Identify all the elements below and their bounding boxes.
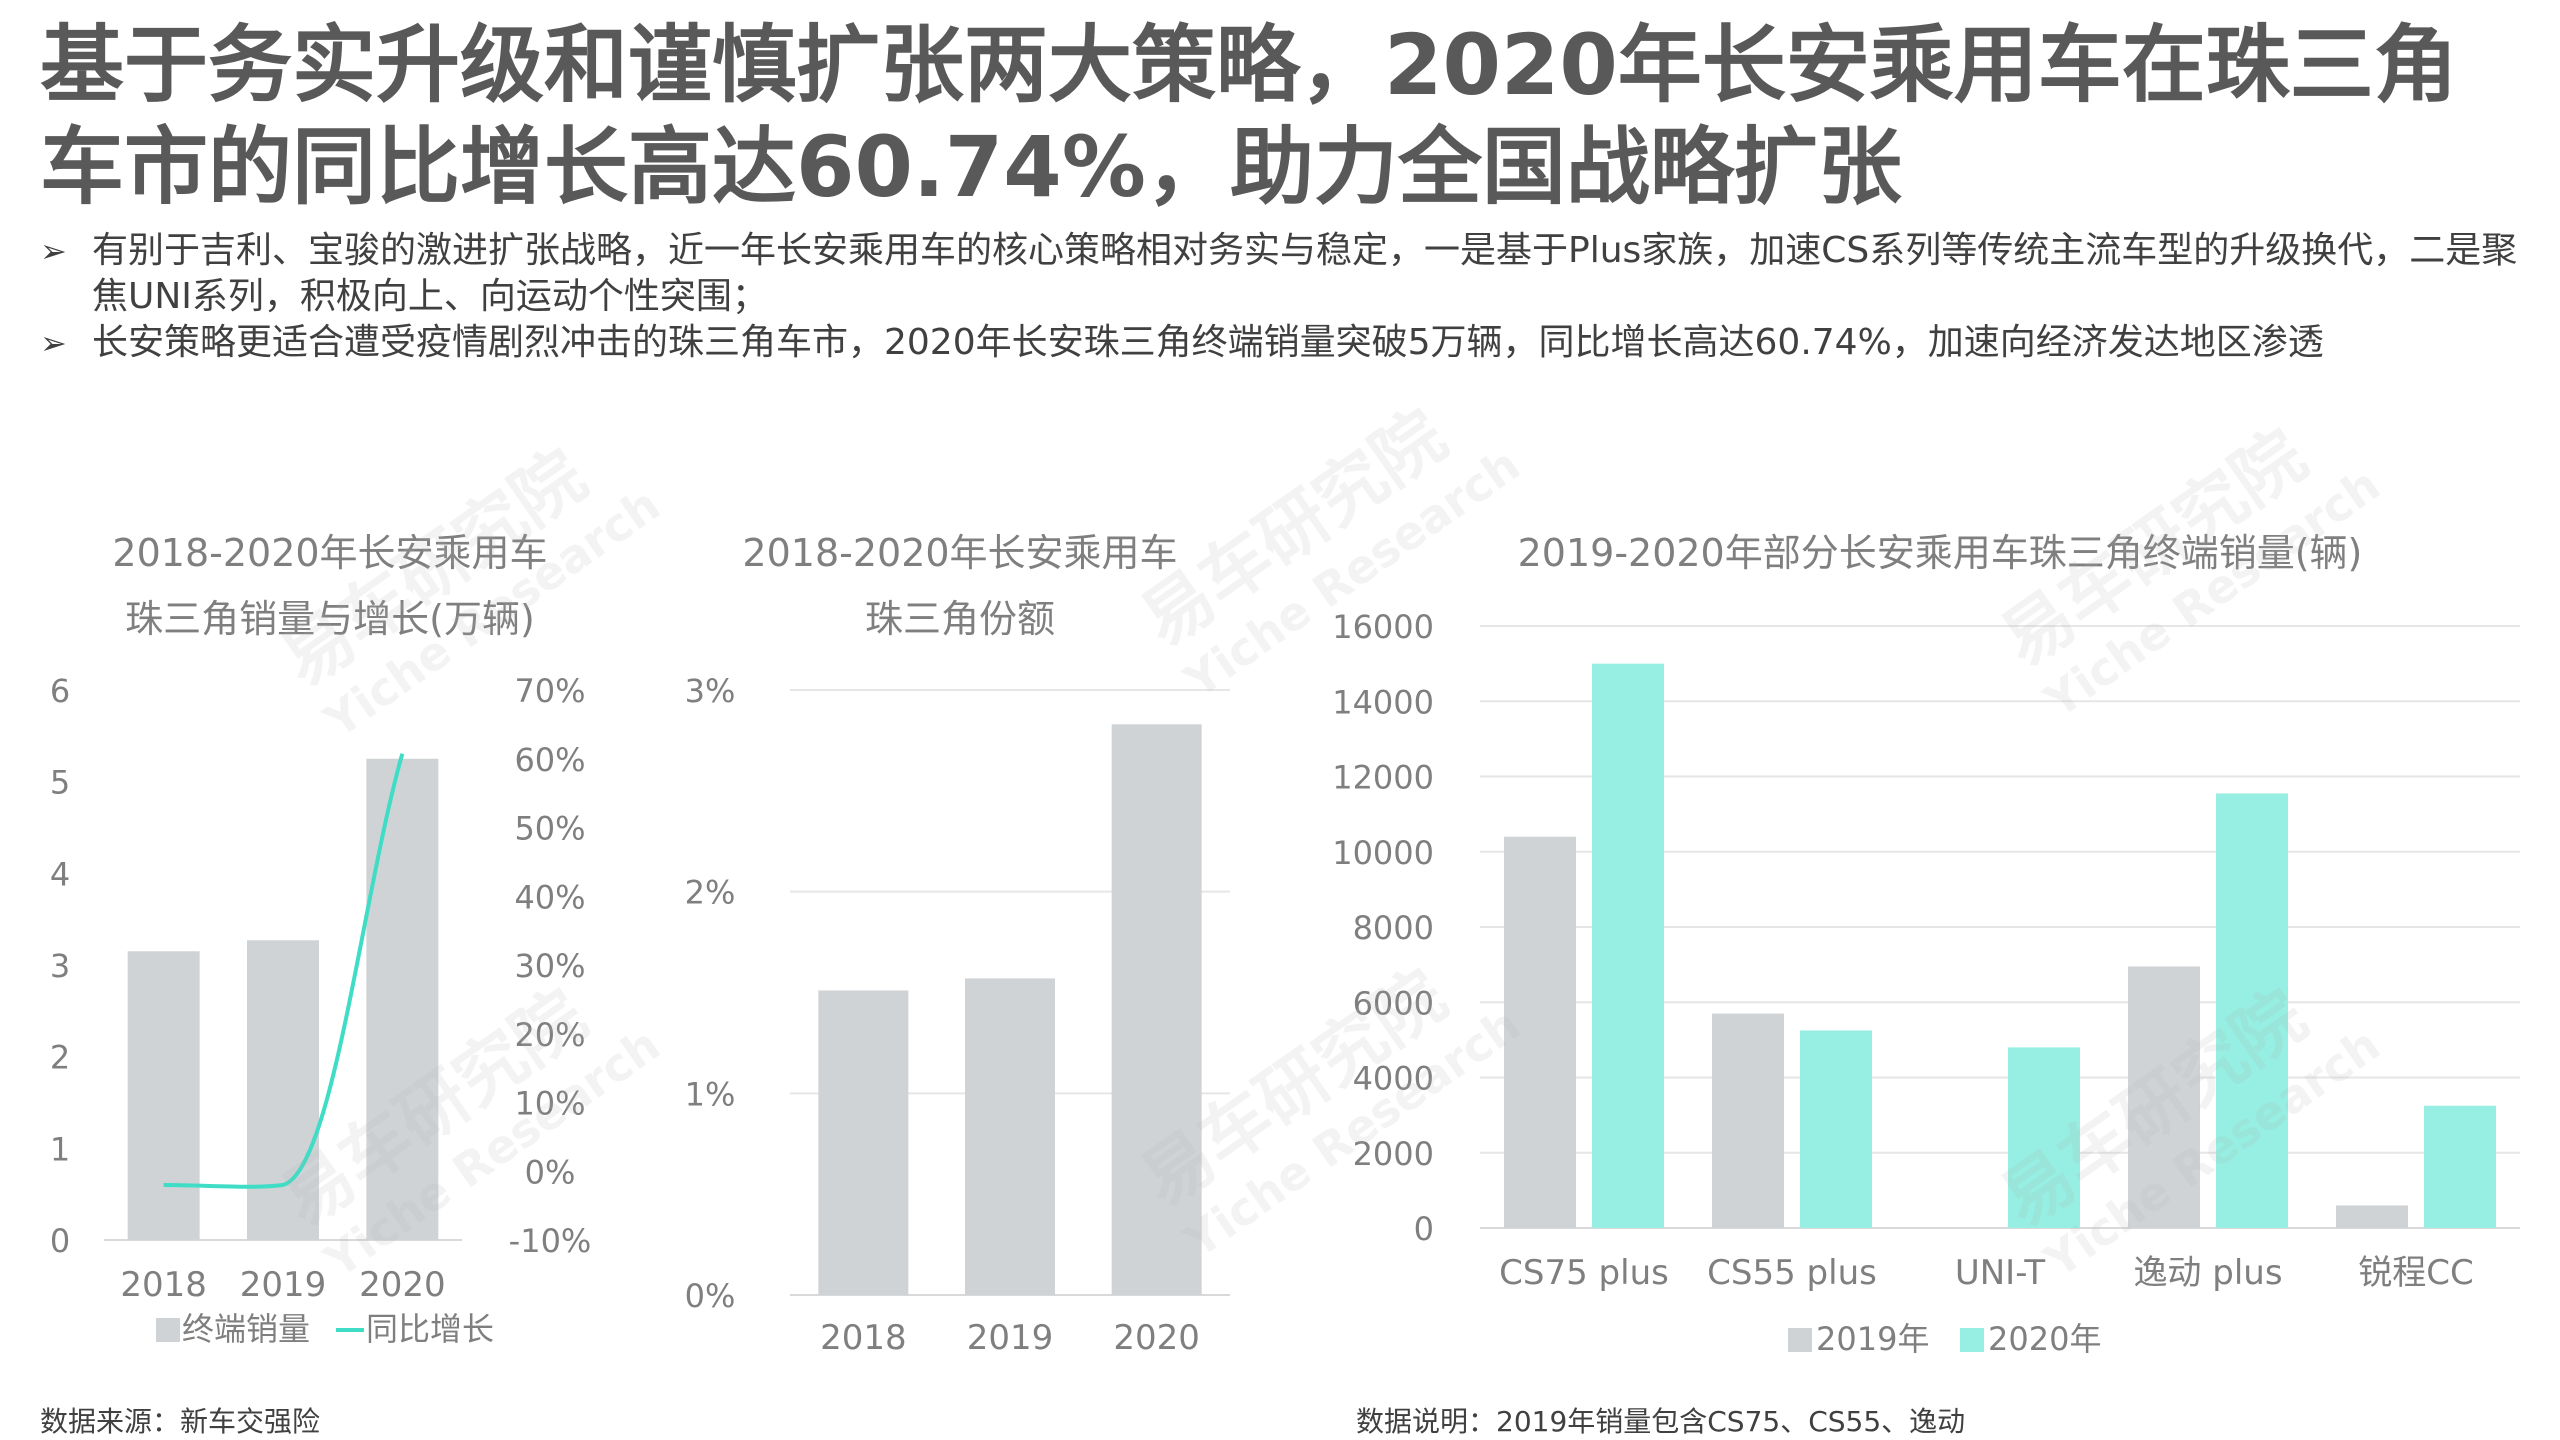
- bar-2020年-CS75 plus: [1592, 663, 1664, 1228]
- y-tick-label: 14000: [1332, 683, 1434, 721]
- chart-title: 珠三角销量与增长(万辆): [125, 597, 535, 641]
- legend-label-2019: 2019年: [1816, 1320, 1929, 1358]
- bar-share-2019: [965, 978, 1055, 1295]
- x-tick-label: UNI-T: [1955, 1253, 2045, 1293]
- arrow-bullet-icon: ➢: [40, 232, 67, 270]
- bar-sales-2020: [366, 758, 439, 1240]
- y-tick-label: 16000: [1332, 608, 1434, 646]
- legend-label-2020: 2020年: [1988, 1320, 2101, 1358]
- y-right-tick-label: 10%: [514, 1085, 585, 1123]
- chart-title: 珠三角份额: [865, 597, 1055, 641]
- y-left-tick-label: 3: [50, 947, 70, 985]
- x-tick-label: 2019: [967, 1318, 1054, 1358]
- y-right-tick-label: -10%: [509, 1222, 592, 1260]
- y-left-tick-label: 0: [50, 1222, 70, 1260]
- x-tick-label: CS55 plus: [1707, 1253, 1877, 1293]
- y-tick-label: 0%: [685, 1277, 736, 1315]
- chart-title: 2018-2020年长安乘用车: [742, 531, 1177, 575]
- bar-2019年-逸动 plus: [2128, 966, 2200, 1228]
- bar-sales-2019: [247, 940, 319, 1240]
- y-right-tick-label: 30%: [514, 947, 585, 985]
- y-tick-label: 10000: [1332, 834, 1434, 872]
- bar-sales-2018: [127, 951, 200, 1240]
- y-left-tick-label: 4: [50, 855, 70, 893]
- y-tick-label: 2000: [1353, 1135, 1434, 1173]
- y-right-tick-label: 70%: [514, 672, 585, 710]
- x-tick-label: CS75 plus: [1499, 1253, 1669, 1293]
- bar-2020年-UNI-T: [2008, 1047, 2080, 1228]
- legend-swatch-2020: [1960, 1328, 1984, 1352]
- x-tick-label: 2018: [820, 1318, 907, 1358]
- x-tick-label: 2018: [120, 1265, 207, 1305]
- y-left-tick-label: 2: [50, 1039, 70, 1077]
- bar-2019年-CS55 plus: [1712, 1013, 1784, 1228]
- line-growth: [163, 753, 405, 1189]
- y-tick-label: 1%: [685, 1075, 736, 1113]
- y-tick-label: 8000: [1353, 909, 1434, 947]
- legend-label-sales: 终端销量: [182, 1310, 310, 1348]
- bar-2019年-CS75 plus: [1504, 836, 1576, 1228]
- bullet-item: ➢ 长安策略更适合遭受疫情剧烈冲击的珠三角车市，2020年长安珠三角终端销量突破…: [40, 320, 2520, 366]
- data-explanation-note: 数据说明：2019年销量包含CS75、CS55、逸动: [1356, 1405, 1966, 1438]
- y-left-tick-label: 1: [50, 1130, 70, 1168]
- x-tick-label: 2020: [1113, 1318, 1200, 1358]
- y-left-tick-label: 6: [50, 672, 70, 710]
- y-right-tick-label: 0%: [525, 1153, 576, 1191]
- legend-label-growth: 同比增长: [366, 1310, 494, 1348]
- bullet-text: 长安策略更适合遭受疫情剧烈冲击的珠三角车市，2020年长安珠三角终端销量突破5万…: [92, 322, 2324, 363]
- bar-share-2020: [1111, 724, 1202, 1295]
- y-right-tick-label: 50%: [514, 810, 585, 848]
- bullet-item: ➢ 有别于吉利、宝骏的激进扩张战略，近一年长安乘用车的核心策略相对务实与稳定，一…: [40, 228, 2520, 320]
- x-tick-label: 2019: [240, 1265, 327, 1305]
- legend-swatch-2019: [1788, 1328, 1812, 1352]
- y-tick-label: 3%: [685, 672, 736, 710]
- y-tick-label: 6000: [1353, 984, 1434, 1022]
- model-sales-bar-chart: 2019-2020年部分长安乘用车珠三角终端销量(辆) 0 2000 4000 6000…: [1332, 531, 2520, 1358]
- bullet-list: ➢ 有别于吉利、宝骏的激进扩张战略，近一年长安乘用车的核心策略相对务实与稳定，一…: [40, 228, 2520, 366]
- y-right-tick-label: 20%: [514, 1016, 585, 1054]
- bullet-text: 有别于吉利、宝骏的激进扩张战略，近一年长安乘用车的核心策略相对务实与稳定，一是基…: [92, 230, 2518, 317]
- data-source-note: 数据来源：新车交强险: [40, 1405, 321, 1438]
- chart-title: 2019-2020年部分长安乘用车珠三角终端销量(辆): [1518, 531, 2363, 575]
- bar-2020年-逸动 plus: [2216, 793, 2288, 1228]
- y-left-tick-label: 5: [50, 764, 70, 802]
- y-right-tick-label: 40%: [514, 878, 585, 916]
- chart-title: 2018-2020年长安乘用车: [112, 531, 547, 575]
- y-tick-label: 0: [1414, 1210, 1434, 1248]
- arrow-bullet-icon: ➢: [40, 324, 67, 362]
- y-right-tick-label: 60%: [514, 741, 585, 779]
- bar-2020年-CS55 plus: [1800, 1030, 1872, 1228]
- bar-2020年-锐程CC: [2424, 1105, 2496, 1228]
- page-title: 基于务实升级和谨慎扩张两大策略，2020年长安乘用车在珠三角车市的同比增长高达6…: [40, 16, 2458, 216]
- y-tick-label: 4000: [1353, 1060, 1434, 1098]
- x-tick-label: 逸动 plus: [2133, 1253, 2282, 1293]
- legend-swatch-sales: [156, 1318, 180, 1342]
- x-tick-label: 锐程CC: [2358, 1253, 2473, 1293]
- bar-share-2018: [818, 990, 909, 1295]
- bar-2019年-锐程CC: [2336, 1205, 2408, 1228]
- y-tick-label: 2%: [685, 874, 736, 912]
- x-tick-label: 2020: [359, 1265, 446, 1305]
- y-tick-label: 12000: [1332, 759, 1434, 797]
